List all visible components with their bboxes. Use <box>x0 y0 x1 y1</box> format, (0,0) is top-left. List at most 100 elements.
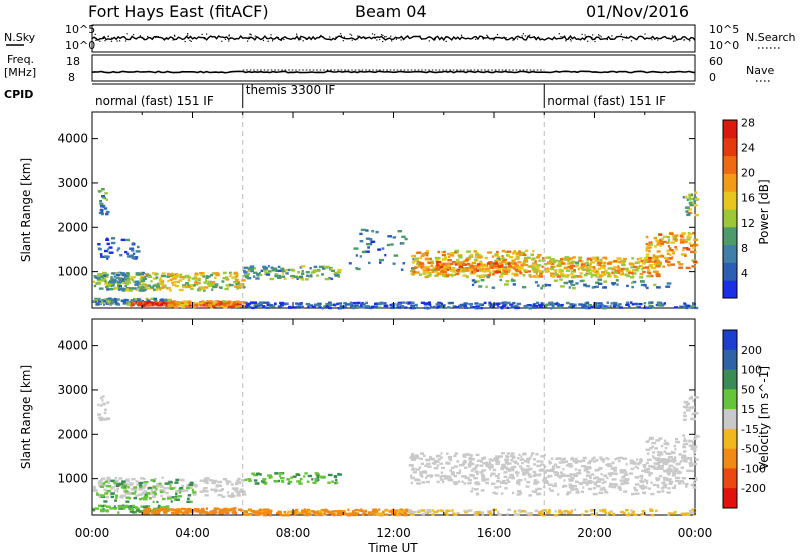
velocity-cell <box>222 508 227 511</box>
power-cell <box>523 259 527 262</box>
power-cell <box>660 242 664 246</box>
velocity-colorbar-tick: 50 <box>741 383 755 396</box>
velocity-cell <box>620 510 624 514</box>
power-cell <box>648 301 651 305</box>
power-cell <box>551 275 556 278</box>
power-cell <box>207 280 212 283</box>
velocity-cell <box>214 507 220 510</box>
power-cell <box>572 287 576 290</box>
power-cell <box>150 297 155 300</box>
power-cell <box>535 275 539 278</box>
power-cell <box>591 269 596 273</box>
power-cell <box>116 249 119 252</box>
power-cell <box>679 238 682 241</box>
power-cell <box>94 300 97 303</box>
power-cell <box>436 264 440 267</box>
velocity-cell <box>405 510 411 513</box>
velocity-cell <box>186 507 192 511</box>
velocity-cell <box>184 509 187 513</box>
velocity-cell <box>471 487 474 490</box>
velocity-cell <box>187 510 193 513</box>
power-cell <box>590 275 593 279</box>
power-cell <box>109 302 114 305</box>
velocity-cell <box>178 510 182 513</box>
power-cell <box>534 260 537 263</box>
velocity-cell <box>572 460 577 463</box>
velocity-cell <box>274 480 278 483</box>
velocity-cell <box>681 454 687 458</box>
power-cell <box>688 198 691 201</box>
velocity-cell <box>509 462 512 465</box>
power-cell <box>351 306 356 310</box>
velocity-cell <box>543 453 546 457</box>
velocity-cell <box>454 465 458 468</box>
power-cell <box>125 238 130 242</box>
power-cell <box>247 267 252 271</box>
power-cell <box>108 246 113 249</box>
power-cell <box>345 303 350 306</box>
power-cell <box>337 275 341 278</box>
power-cell <box>255 277 260 280</box>
power-cell <box>265 306 270 309</box>
velocity-cell <box>593 460 597 463</box>
velocity-cell <box>399 508 402 512</box>
velocity-cell <box>405 508 409 511</box>
power-cell <box>494 253 499 256</box>
velocity-cell <box>412 510 417 514</box>
power-cell <box>616 257 622 260</box>
power-cell <box>572 275 578 278</box>
power-cell <box>544 283 548 287</box>
power-cell <box>657 255 662 258</box>
velocity-cell <box>115 496 118 499</box>
power-cell <box>476 255 479 259</box>
velocity-cell <box>690 395 693 399</box>
power-cell <box>477 268 482 271</box>
power-cell <box>165 304 170 307</box>
nsearch-point <box>630 40 633 42</box>
power-cell <box>229 274 232 278</box>
velocity-cell <box>501 463 505 467</box>
velocity-cell <box>476 493 479 496</box>
velocity-colorbar-tick: 100 <box>741 364 762 377</box>
nsearch-point <box>349 33 351 35</box>
velocity-cell <box>607 457 610 461</box>
velocity-cell <box>624 482 628 485</box>
velocity-cell <box>543 471 547 474</box>
power-cell <box>656 250 661 253</box>
power-cell <box>430 260 434 263</box>
velocity-cell <box>531 490 534 493</box>
velocity-cell <box>531 452 535 455</box>
velocity-cell <box>648 437 652 441</box>
power-cell <box>199 272 204 275</box>
power-cell <box>585 305 589 308</box>
velocity-cell <box>410 474 413 477</box>
power-cell <box>692 246 696 250</box>
power-cell <box>104 249 108 253</box>
power-cell <box>330 267 333 271</box>
frequency-line <box>91 70 696 74</box>
power-cell <box>439 265 444 269</box>
power-cell <box>291 276 294 280</box>
velocity-cell <box>307 510 312 513</box>
velocity-cell <box>584 510 589 513</box>
velocity-cell <box>567 474 573 478</box>
velocity-cell <box>268 510 272 513</box>
velocity-cell <box>500 466 504 469</box>
velocity-cell <box>600 478 605 481</box>
power-cell <box>354 304 359 307</box>
power-cell <box>540 287 543 290</box>
plot-date: 01/Nov/2016 <box>586 2 689 21</box>
velocity-cell <box>450 471 455 474</box>
velocity-cell <box>600 487 606 490</box>
power-cell <box>369 238 373 241</box>
velocity-cell <box>577 469 582 472</box>
velocity-cell <box>683 439 688 443</box>
velocity-cell <box>688 444 693 447</box>
velocity-cell <box>203 480 207 484</box>
velocity-cell <box>247 478 252 481</box>
velocity-cell <box>129 505 135 508</box>
velocity-cell <box>125 483 129 486</box>
power-cell <box>529 275 532 278</box>
velocity-cell <box>630 509 633 512</box>
velocity-cell <box>649 508 652 511</box>
